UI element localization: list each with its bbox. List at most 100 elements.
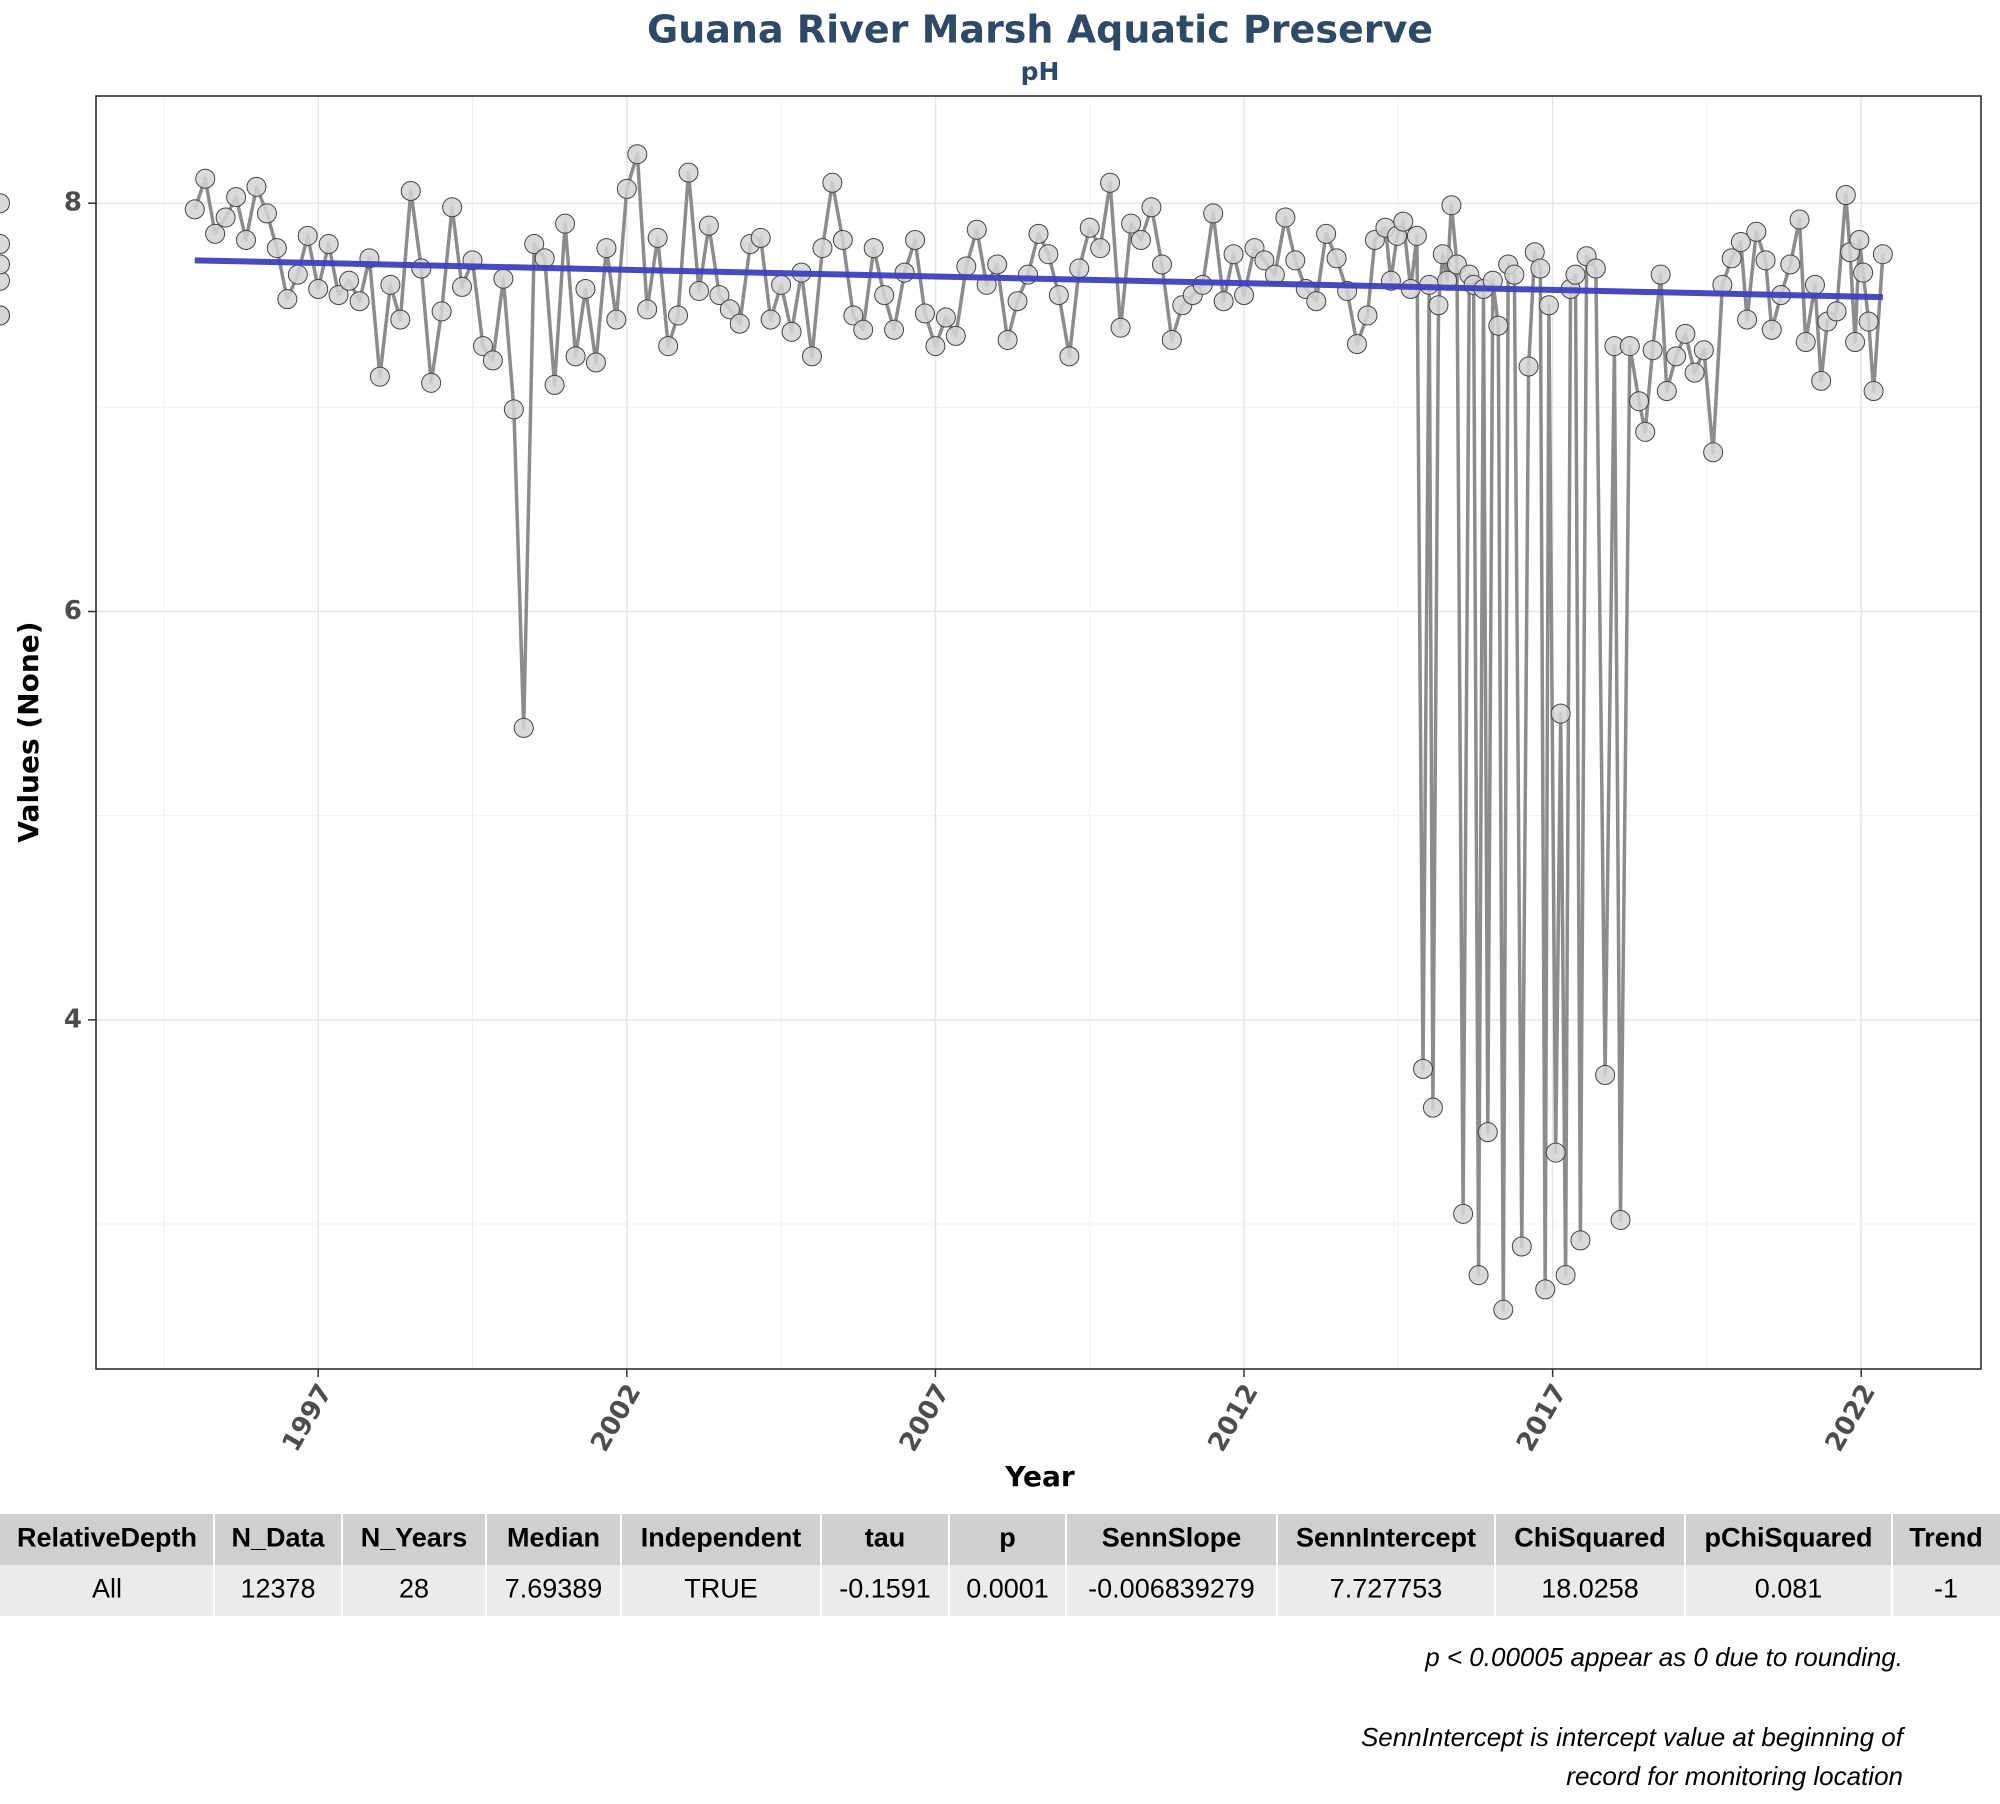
data-point (606, 309, 627, 330)
data-point (1441, 195, 1462, 216)
x-tick-label: 1997 (277, 1379, 339, 1457)
data-point (1570, 1230, 1591, 1251)
data-point (843, 305, 864, 326)
table-header-cell: ChiSquared (1514, 1523, 1666, 1553)
plot (0, 144, 1893, 1320)
data-point (431, 301, 452, 322)
data-point (1141, 197, 1162, 218)
data-point (914, 303, 935, 324)
data-point (1079, 217, 1100, 238)
data-point (1422, 1097, 1443, 1118)
data-point (709, 285, 730, 306)
data-point (935, 307, 956, 328)
data-point (894, 262, 915, 283)
data-point (1565, 264, 1586, 285)
data-point (380, 274, 401, 295)
table-header-cell: Trend (1909, 1523, 1983, 1553)
data-point (1100, 172, 1121, 193)
data-point (1468, 1265, 1489, 1286)
data-point (1213, 291, 1234, 312)
data-point (472, 336, 493, 357)
grid (96, 96, 1981, 1369)
data-point (1028, 223, 1049, 244)
table-header-cell: SennSlope (1102, 1523, 1242, 1553)
data-point (616, 178, 637, 199)
data-point (925, 336, 946, 357)
data-point (1826, 301, 1847, 322)
table-row-bg (0, 1565, 2000, 1616)
data-point (1432, 244, 1453, 265)
data-point (1795, 332, 1816, 353)
data-point (874, 285, 895, 306)
data-point (256, 203, 277, 224)
data-point (1849, 229, 1870, 250)
data-point (647, 227, 668, 248)
data-point (442, 197, 463, 218)
plot-border (95, 95, 1982, 1370)
data-point (1656, 381, 1677, 402)
table-cell: TRUE (684, 1574, 758, 1604)
table-cell: -0.006839279 (1088, 1574, 1255, 1604)
table-header-cell: pChiSquared (1704, 1523, 1872, 1553)
data-point (1316, 223, 1337, 244)
data-point (1761, 319, 1782, 340)
table-cell: 12378 (240, 1574, 315, 1604)
data-point (1234, 285, 1255, 306)
data-point (575, 278, 596, 299)
data-point (555, 213, 576, 234)
data-point (1151, 254, 1172, 275)
data-point (246, 176, 267, 197)
data-point (884, 319, 905, 340)
table-cell: 7.69389 (505, 1574, 603, 1604)
data-point (390, 309, 411, 330)
data-point (1642, 340, 1663, 361)
data-point (956, 256, 977, 277)
data-point (801, 346, 822, 367)
data-point (1326, 248, 1347, 269)
table-header-cell: N_Data (231, 1523, 325, 1553)
table-header-cell: p (999, 1523, 1016, 1553)
x-tick-label: 2022 (1820, 1379, 1882, 1457)
data-point (1730, 231, 1751, 252)
data-point (596, 238, 617, 259)
table-cell: All (92, 1574, 122, 1604)
data-point (400, 180, 421, 201)
data-point (297, 225, 318, 246)
data-point (585, 352, 606, 373)
data-point (832, 229, 853, 250)
data-point (308, 278, 329, 299)
data-point (1863, 381, 1884, 402)
data-point (1629, 391, 1650, 412)
table-header-cell: tau (865, 1523, 906, 1553)
data-point (1285, 250, 1306, 271)
data-point (1413, 1058, 1434, 1079)
table-cell: 28 (399, 1574, 429, 1604)
data-point (1693, 340, 1714, 361)
data-point (1535, 1279, 1556, 1300)
x-tick-label: 2002 (585, 1379, 647, 1457)
table-header-cell: Median (507, 1523, 600, 1553)
data-point (1453, 1203, 1474, 1224)
data-point (863, 238, 884, 259)
data-point (1048, 285, 1069, 306)
x-axis-label: Year (1004, 1460, 1075, 1493)
data-point (1555, 1265, 1576, 1286)
data-point (1488, 315, 1509, 336)
data-point (226, 187, 247, 208)
data-point (1161, 329, 1182, 350)
data-point (812, 238, 833, 259)
y-tick-label: 6 (64, 596, 82, 626)
data-point (1550, 703, 1571, 724)
data-point (1610, 1209, 1631, 1230)
data-point (1789, 209, 1810, 230)
data-point (0, 193, 10, 214)
data-point (1428, 295, 1449, 316)
data-point (1635, 421, 1656, 442)
data-point (1357, 305, 1378, 326)
table-cell: 18.0258 (1541, 1574, 1639, 1604)
data-point (565, 346, 586, 367)
x-tick-label: 2012 (1202, 1379, 1264, 1457)
data-point (503, 399, 524, 420)
data-point (729, 313, 750, 334)
